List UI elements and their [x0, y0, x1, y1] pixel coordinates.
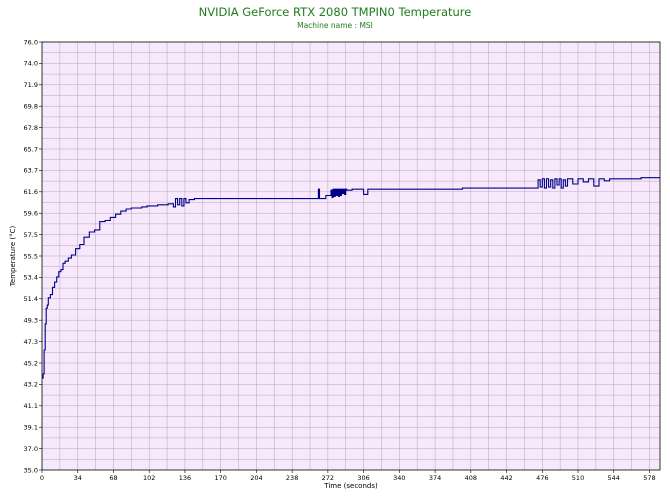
x-tick-label: 238 — [286, 474, 298, 482]
x-tick-label: 578 — [643, 474, 655, 482]
grid-lines — [42, 42, 660, 470]
plot-border — [41, 41, 661, 471]
y-tick-label: 55.5 — [24, 252, 38, 260]
x-tick-label: 136 — [179, 474, 191, 482]
y-tick-label: 65.7 — [24, 145, 38, 153]
x-axis-ticks: 0 34 68 102 136 170 204 238 272 306 340 374 408 442 47… — [40, 470, 656, 482]
y-tick-label: 51.4 — [24, 295, 38, 303]
y-tick-label: 76.0 — [24, 38, 38, 46]
x-tick-label: 442 — [500, 474, 512, 482]
y-tick-label: 49.3 — [24, 317, 38, 325]
y-tick-label: 43.2 — [24, 381, 38, 389]
x-tick-label: 0 — [40, 474, 44, 482]
y-tick-label: 35.0 — [24, 466, 38, 474]
y-axis-ticks: 35.0 37.0 39.1 41.1 43.2 45.2 47.3 49.3 51.4 53.4… — [24, 38, 42, 474]
y-tick-label: 69.8 — [24, 103, 38, 111]
y-tick-label: 57.5 — [24, 231, 38, 239]
chart-subtitle: Machine name : MSI — [297, 21, 373, 30]
x-axis-label: Time (seconds) — [323, 482, 378, 490]
y-tick-label: 37.0 — [24, 445, 38, 453]
y-tick-label: 61.6 — [24, 188, 38, 196]
y-tick-label: 53.4 — [24, 274, 38, 282]
x-tick-label: 510 — [572, 474, 584, 482]
y-tick-label: 39.1 — [24, 424, 38, 432]
y-tick-label: 47.3 — [24, 338, 38, 346]
x-tick-label: 68 — [109, 474, 117, 482]
chart-title: NVIDIA GeForce RTX 2080 TMPIN0 Temperatu… — [199, 5, 472, 19]
y-tick-label: 45.2 — [24, 359, 38, 367]
y-tick-label: 74.0 — [24, 60, 38, 68]
y-tick-label: 71.9 — [24, 81, 38, 89]
x-tick-label: 374 — [429, 474, 441, 482]
y-tick-label: 67.8 — [24, 124, 38, 132]
y-tick-label: 59.6 — [24, 210, 38, 218]
x-tick-label: 408 — [465, 474, 477, 482]
y-axis-label: Temperature (°C) — [9, 226, 17, 288]
x-tick-label: 102 — [143, 474, 155, 482]
x-tick-label: 544 — [608, 474, 620, 482]
x-tick-label: 204 — [250, 474, 262, 482]
y-tick-label: 63.7 — [24, 167, 38, 175]
x-tick-label: 476 — [536, 474, 548, 482]
x-tick-label: 34 — [74, 474, 82, 482]
series-line-0 — [42, 177, 660, 379]
x-tick-label: 340 — [393, 474, 405, 482]
x-tick-label: 306 — [357, 474, 369, 482]
x-tick-label: 170 — [214, 474, 226, 482]
x-tick-label: 272 — [322, 474, 334, 482]
y-tick-label: 41.1 — [24, 402, 38, 410]
series-layer — [42, 177, 660, 379]
